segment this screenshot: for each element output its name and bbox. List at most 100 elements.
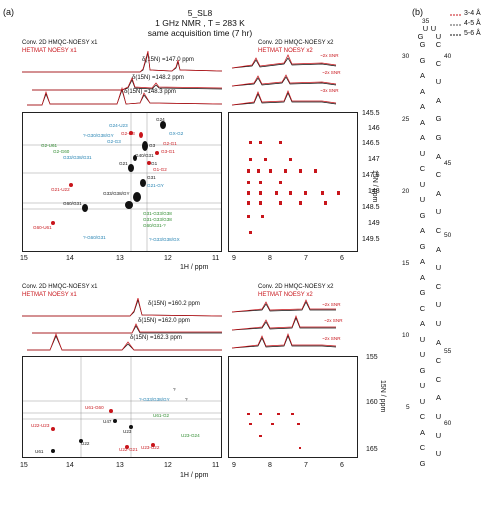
bottom-left-title-black: Conv. 2D HMQC-NOESY x1 (22, 284, 98, 290)
nt-right: C (435, 170, 442, 180)
num-45: 45 (444, 160, 452, 167)
x-tick: 7 (304, 255, 308, 262)
label-u22-g21: U22-G21 (119, 447, 138, 452)
top-y-label: 15N / ppm (371, 170, 378, 203)
top-y-axis: 145.5 146 146.5 147 147.5 148 148.5 149 … (362, 110, 392, 252)
label-g2-g1: G2-G1 (163, 141, 177, 146)
y-tick: 155 (366, 354, 378, 361)
x-tick: 8 (268, 255, 272, 262)
nt-right: A (435, 244, 441, 254)
num-20: 20 (402, 188, 410, 195)
bottom-left-title-red: HETMAT NOESY x1 (22, 292, 77, 298)
bottom-right-peaks (247, 413, 301, 449)
nt-right: A (435, 337, 441, 347)
x-tick: 12 (164, 255, 172, 262)
top-left-title-black: Conv. 2D HMQC-NOESY x1 (22, 40, 98, 46)
nt-left: U (419, 195, 426, 204)
y-tick: 147 (368, 156, 380, 163)
bottom-snr-2: ~2x SNR (324, 318, 343, 323)
nt-right: G (435, 114, 442, 124)
label-u22-u23: U22-U23 (31, 423, 50, 428)
top-snr-2: ~2x SNR (322, 70, 341, 75)
top-slice-2: δ(15N) =148.2 ppm (132, 75, 184, 81)
nt-right: U (435, 300, 442, 310)
label-q-g33-g38-gy: ?-G33/G38/GY (139, 397, 170, 402)
label-g33-g38-gy: G33/G38/GY (103, 191, 130, 196)
nt-right: C (435, 58, 442, 68)
figure-header: 5_SL8 1 GHz NMR , T = 283 K same acquisi… (120, 8, 280, 38)
bottom-left-spectrum: U22 U61 U47 U23 U22-U23 U61-G60 U22-G21 … (22, 356, 222, 458)
bottom-slice-2: δ(15N) =162.0 ppm (138, 318, 190, 324)
x-tick: 12 (164, 462, 172, 469)
y-tick: 146 (368, 125, 380, 132)
num-35: 35 (422, 18, 430, 25)
nt-right: A (435, 151, 441, 161)
nt-left: U (419, 350, 426, 359)
x-tick: 9 (232, 255, 236, 262)
num-60: 60 (444, 420, 452, 427)
nt-left: A (419, 226, 425, 235)
x-tick: 13 (116, 462, 124, 469)
label-g40-g31: G40/G31 (135, 153, 154, 158)
x-tick: 14 (66, 462, 74, 469)
nt-left: G (419, 241, 426, 251)
nt-right: C (435, 374, 442, 384)
num-30: 30 (402, 53, 410, 60)
x-tick: 6 (340, 462, 344, 469)
nt-right: U (435, 430, 442, 440)
label-u61: U61 (35, 449, 44, 454)
label-g33-g38-g31: G33/G38/G31 (63, 155, 92, 160)
nt-left: U (419, 148, 426, 158)
nt-right: C (435, 356, 442, 366)
nt-left: A (419, 102, 425, 111)
x-tick: 11 (212, 462, 220, 469)
label-g2-u61: G2-U61 (41, 143, 58, 148)
panel-b-label: (b) (412, 7, 423, 17)
panel-a-label: (a) (3, 7, 14, 17)
bottom-slice-1: δ(15N) =160.2 ppm (148, 301, 200, 307)
top-left-peaks (23, 113, 221, 251)
nt-right: C (435, 281, 442, 291)
nt-left: C (419, 303, 426, 313)
nt-loop-2: U (430, 24, 437, 33)
label-g2-g60: G2-G60 (53, 149, 70, 154)
question-mark: ? (173, 387, 176, 392)
bottom-left-peaks (23, 357, 221, 457)
label-u22: U22 (81, 441, 90, 446)
label-g31-g33-1: G31-G33/G38 (143, 211, 172, 216)
label-q-g60-g31: ?-G60/G31 (83, 235, 106, 240)
conditions: 1 GHz NMR , T = 283 K (155, 18, 245, 28)
x-tick: 6 (340, 255, 344, 262)
top-right-peaks (247, 141, 340, 234)
y-tick: 149.5 (362, 236, 380, 243)
nt-loop-1: U (422, 24, 429, 33)
y-tick: 148 (368, 188, 380, 195)
label-g24-u23: G24-U23 (109, 123, 128, 128)
nt-right: C (435, 40, 442, 49)
nt-right: A (435, 393, 441, 403)
nt-left: G (419, 40, 426, 49)
nt-right: U (435, 449, 442, 459)
label-g1-g2: G1-G2 (153, 167, 167, 172)
nt-left: A (419, 86, 425, 96)
x-tick: 15 (20, 255, 28, 262)
bottom-snr-1: ~2x SNR (322, 302, 341, 307)
label-g60-g31-q: G60/G31-? (143, 223, 166, 228)
nt-left: A (419, 71, 425, 80)
nt-left: A (419, 257, 425, 266)
label-g60-g31: G60/G31 (63, 201, 82, 206)
top-snr-1: ~2x SNR (320, 53, 339, 58)
label-q-g33-g38-gx: ?-G33/G38/GX (149, 237, 180, 242)
nt-loop-4: U (435, 32, 442, 41)
x-tick: 15 (20, 462, 28, 469)
sample-name: 5_SL8 (187, 8, 213, 18)
x-tick: 13 (116, 255, 124, 262)
label-g3-g1: G3-G1 (161, 149, 175, 154)
label-gx-g2: GX-G2 (169, 131, 184, 136)
label-u61-g2: U61-G2 (153, 413, 170, 418)
nt-right: G (435, 133, 442, 142)
label-g21-gy: G21-GY (147, 183, 164, 188)
label-q-g30: ?-G30/G38/GY (83, 133, 114, 138)
top-snr-3: ~3x SNR (320, 88, 339, 93)
